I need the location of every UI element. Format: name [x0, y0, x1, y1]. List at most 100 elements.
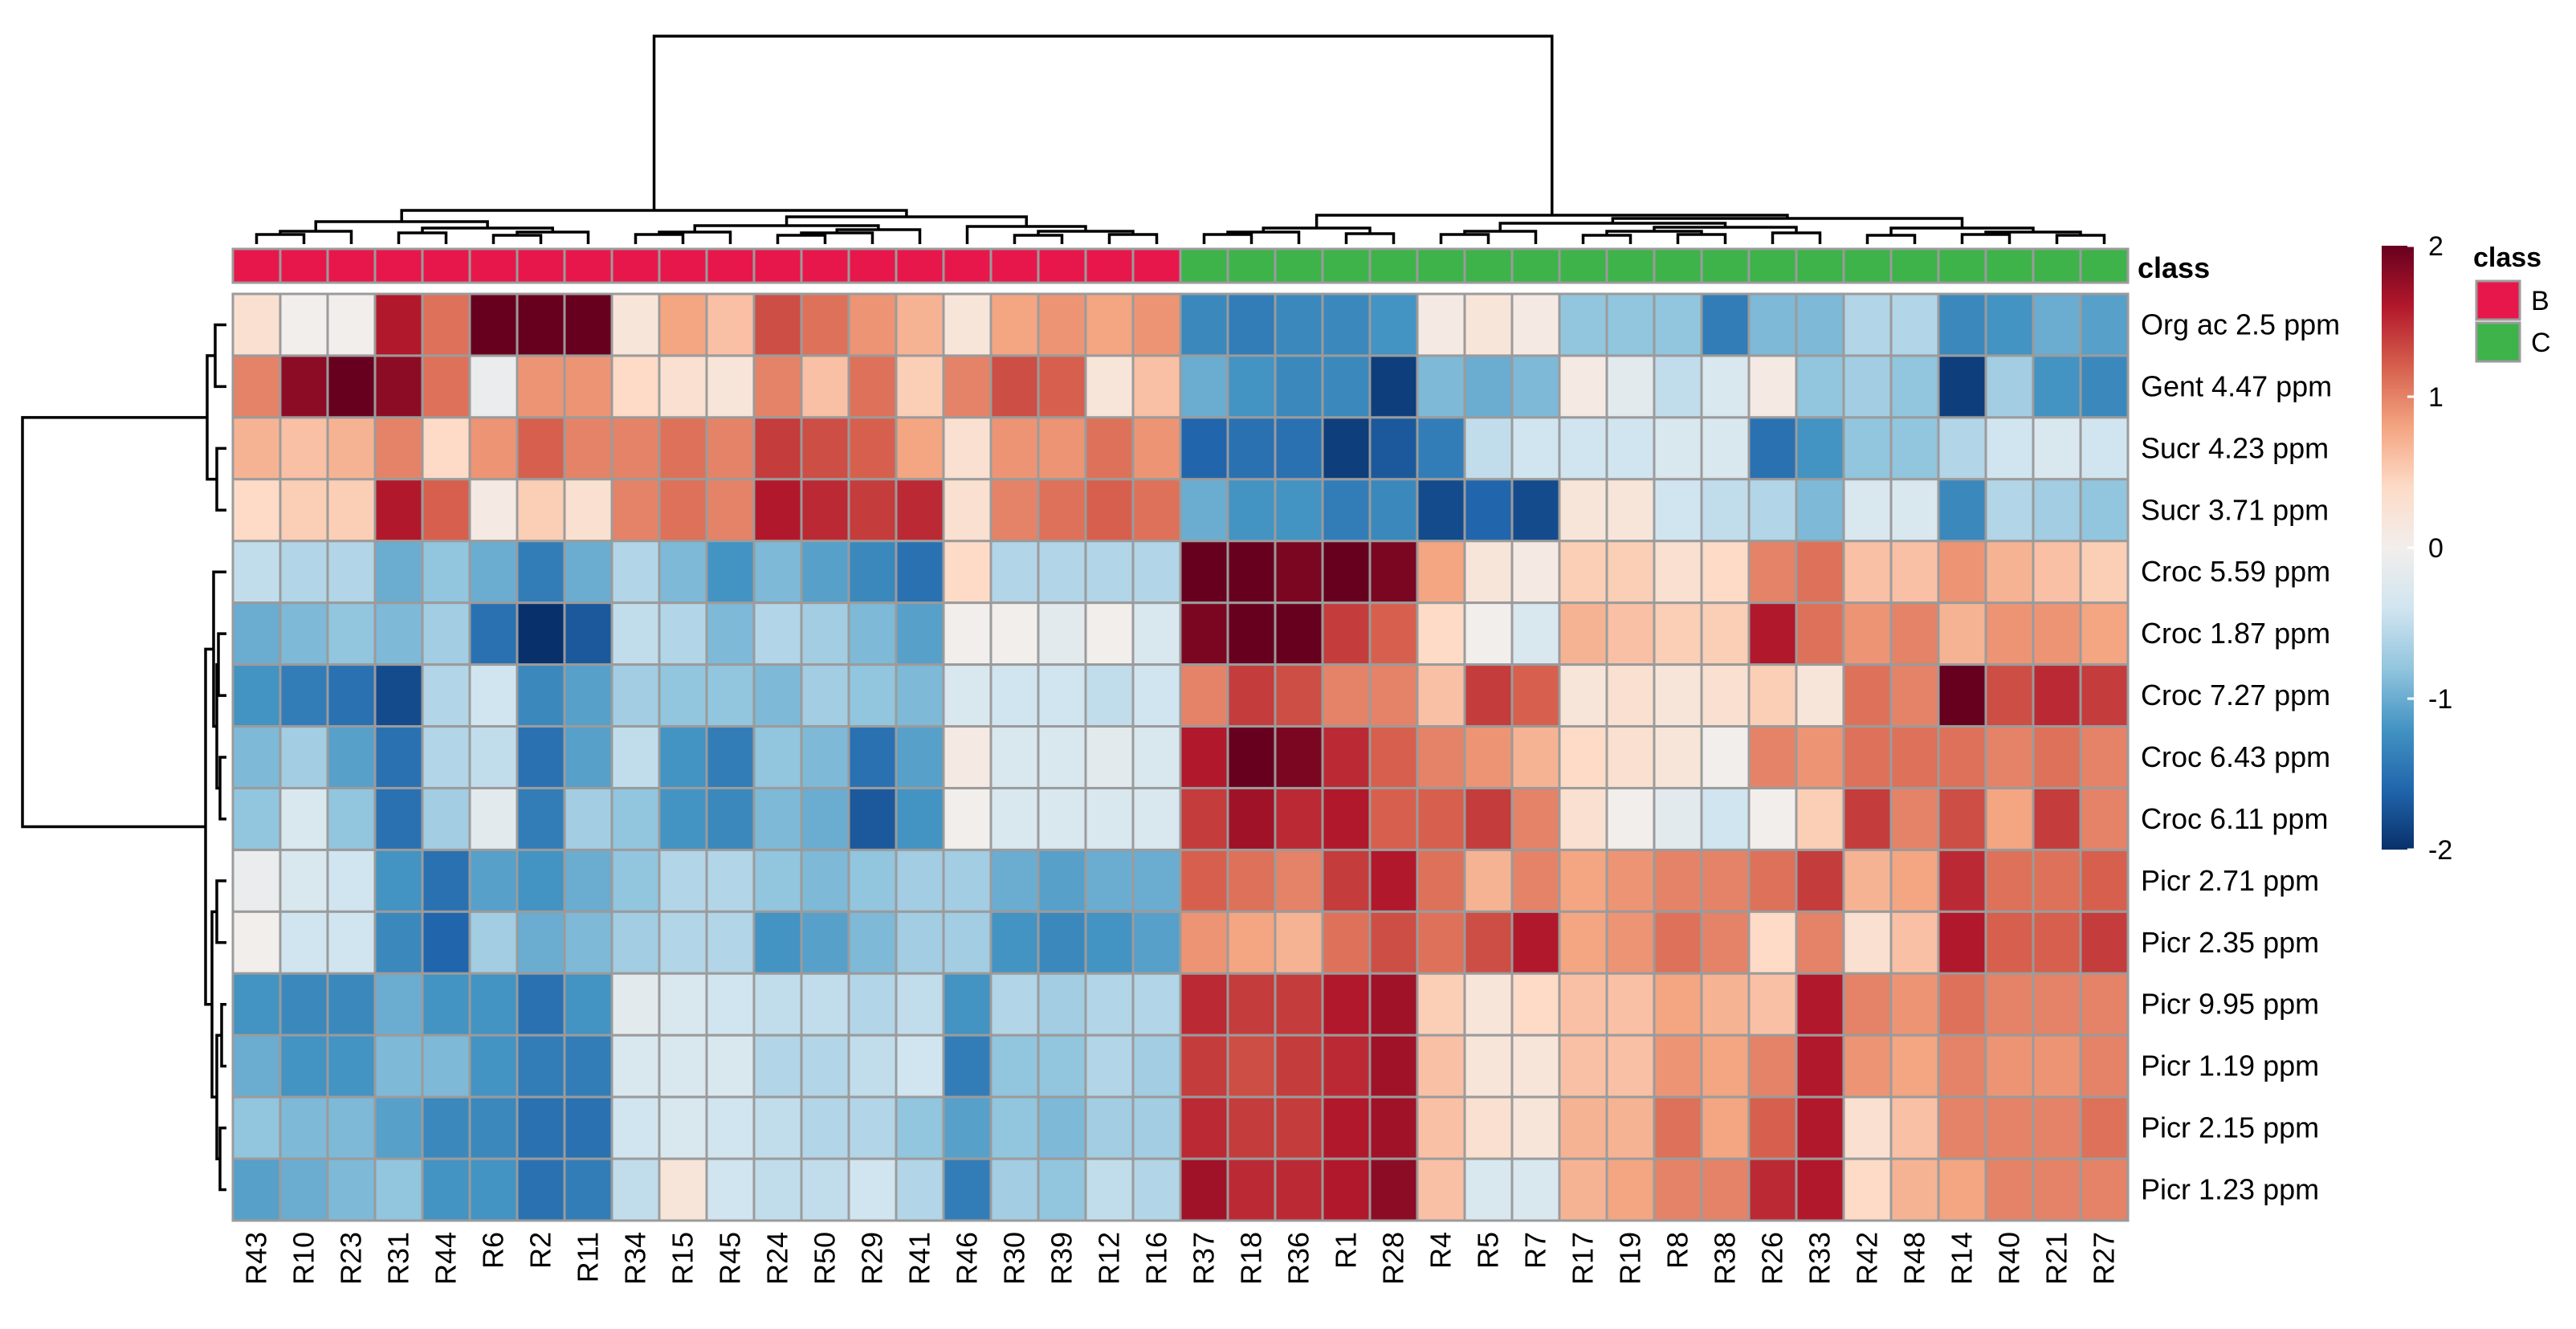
heatmap-cell	[1889, 972, 1940, 1037]
heatmap-cell	[895, 1157, 945, 1222]
heatmap-cell	[1605, 663, 1656, 728]
heatmap-cell	[847, 786, 898, 851]
heatmap-cell	[1037, 786, 1087, 851]
heatmap-cell	[563, 910, 613, 975]
heatmap-cell	[1558, 848, 1608, 913]
heatmap-cell	[421, 478, 471, 543]
heatmap-cell	[1037, 1033, 1087, 1099]
heatmap-cell	[1510, 416, 1561, 481]
heatmap-cell	[658, 786, 708, 851]
heatmap-cell	[2032, 292, 2082, 357]
column-label: R7	[1519, 1232, 1552, 1269]
heatmap-cell	[800, 1157, 850, 1222]
column-label: R10	[287, 1232, 320, 1285]
heatmap-cell	[1700, 910, 1751, 975]
heatmap-cell	[1889, 540, 1940, 605]
heatmap-cell	[1084, 354, 1135, 419]
heatmap-cell	[1416, 601, 1466, 667]
heatmap-cell	[468, 972, 519, 1037]
heatmap-cell	[1842, 601, 1893, 667]
heatmap-cell	[942, 910, 992, 975]
heatmap-cell	[1653, 354, 1703, 419]
heatmap-cell	[989, 910, 1040, 975]
heatmap-cell	[1274, 663, 1324, 728]
column-label: R48	[1898, 1232, 1931, 1285]
heatmap-cell	[516, 1095, 566, 1160]
heatmap-cell	[942, 601, 992, 667]
heatmap-cell	[2079, 354, 2130, 419]
heatmap-cell	[279, 786, 329, 851]
heatmap-cell	[1037, 1095, 1087, 1160]
heatmap-cell	[1274, 601, 1324, 667]
heatmap-cell	[610, 848, 661, 913]
heatmap-cell	[1937, 1157, 1987, 1222]
row-labels: Org ac 2.5 ppm Gent 4.47 ppm Sucr 4.23 ppm…	[2141, 308, 2340, 1205]
heatmap-cell	[421, 663, 471, 728]
heatmap-cell	[1747, 972, 1798, 1037]
heatmap-cell	[1321, 725, 1372, 789]
heatmap-cell	[1368, 1033, 1419, 1099]
heatmap-cell	[1274, 1157, 1324, 1222]
heatmap-cell	[800, 786, 850, 851]
heatmap-cell	[326, 601, 377, 667]
heatmap-cell	[1226, 292, 1277, 357]
heatmap-cell	[1037, 540, 1087, 605]
class-annotation-cell	[1510, 247, 1561, 284]
class-legend-label: B	[2531, 286, 2550, 316]
heatmap-cell	[1984, 786, 2035, 851]
heatmap-cell	[658, 416, 708, 481]
heatmap-cell	[1842, 972, 1893, 1037]
column-label: R27	[2088, 1232, 2121, 1285]
heatmap-cell	[1842, 848, 1893, 913]
class-legend-label: C	[2531, 328, 2551, 358]
heatmap-cell	[1653, 1033, 1703, 1099]
heatmap-cell	[1416, 910, 1466, 975]
heatmap-cell	[563, 1095, 613, 1160]
heatmap-cell	[1889, 354, 1940, 419]
heatmap-cell	[563, 1157, 613, 1222]
heatmap-cell	[1037, 601, 1087, 667]
heatmap-cell	[1558, 540, 1608, 605]
heatmap-cell	[516, 910, 566, 975]
heatmap-cell	[468, 1033, 519, 1099]
heatmap-cell	[1700, 725, 1751, 789]
heatmap-cell	[373, 663, 424, 728]
heatmap-cell	[1558, 910, 1608, 975]
column-dendrogram-link	[2055, 234, 2106, 244]
heatmap-cell	[1179, 416, 1229, 481]
heatmap-cell	[942, 848, 992, 913]
heatmap-cell	[1321, 416, 1372, 481]
heatmap-cell	[895, 663, 945, 728]
heatmap-cell	[563, 354, 613, 419]
heatmap-cell	[421, 416, 471, 481]
heatmap-cell	[2032, 1157, 2082, 1222]
heatmap-cell	[1889, 1157, 1940, 1222]
heatmap-cell	[942, 725, 992, 789]
heatmap-cell	[1700, 1157, 1751, 1222]
heatmap-cell	[1795, 725, 1845, 789]
heatmap-cell	[373, 540, 424, 605]
column-dendrogram-link	[776, 234, 827, 244]
heatmap-cell	[658, 848, 708, 913]
heatmap-cell	[1131, 972, 1182, 1037]
heatmap-cell	[326, 478, 377, 543]
color-scale-legend: 2 1 0 -1 -2	[2382, 231, 2452, 866]
heatmap-cell	[1084, 786, 1135, 851]
heatmap-cell	[1795, 972, 1845, 1037]
heatmap-cell	[1653, 786, 1703, 851]
column-label: R45	[714, 1232, 747, 1285]
heatmap-cell	[1747, 910, 1798, 975]
heatmap-cell	[1131, 292, 1182, 357]
heatmap-cell	[1937, 540, 1987, 605]
column-dendrogram-link	[1439, 233, 1490, 244]
heatmap-cell	[1842, 663, 1893, 728]
heatmap-cell	[800, 725, 850, 789]
class-annotation-cell	[421, 247, 471, 284]
heatmap-cell	[942, 478, 992, 543]
row-label: Croc 6.43 ppm	[2141, 740, 2330, 773]
heatmap-cell	[1984, 1095, 2035, 1160]
heatmap-cell	[1463, 354, 1514, 419]
heatmap-cell	[1558, 292, 1608, 357]
heatmap-cell	[800, 292, 850, 357]
heatmap-cell	[1700, 354, 1751, 419]
